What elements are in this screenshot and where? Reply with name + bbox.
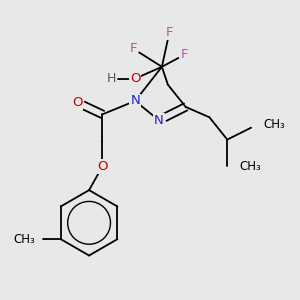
Text: N: N bbox=[130, 94, 140, 107]
Text: F: F bbox=[166, 26, 173, 39]
Text: H: H bbox=[107, 72, 116, 85]
Text: CH₃: CH₃ bbox=[263, 118, 285, 131]
Text: F: F bbox=[180, 48, 188, 62]
Text: O: O bbox=[130, 72, 140, 85]
Text: CH₃: CH₃ bbox=[14, 233, 35, 246]
Text: O: O bbox=[72, 96, 83, 109]
Text: N: N bbox=[154, 114, 164, 127]
Text: F: F bbox=[130, 42, 137, 56]
Text: O: O bbox=[97, 160, 108, 173]
Text: CH₃: CH₃ bbox=[239, 160, 261, 173]
